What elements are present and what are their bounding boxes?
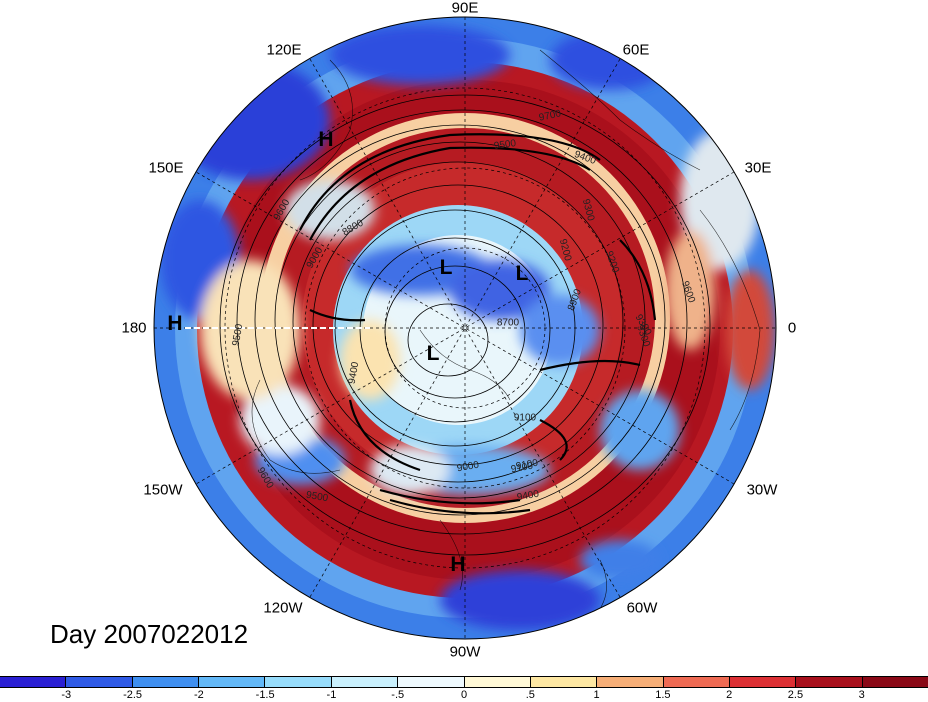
- lon-label-120w: 120W: [263, 599, 303, 617]
- colorbar-swatch: [729, 677, 797, 687]
- lon-label-150e: 150E: [148, 159, 184, 177]
- day-label: Day 2007022012: [50, 619, 249, 649]
- lon-label-60w: 60W: [626, 599, 658, 617]
- contour-label: 8700: [496, 317, 520, 329]
- anomaly-field: [154, 17, 776, 639]
- low-pressure-marker: L: [439, 256, 453, 279]
- jet-contours: [299, 133, 657, 515]
- colorbar-tick-label: -3: [61, 689, 72, 701]
- contour-label: 9100: [513, 412, 537, 424]
- high-pressure-marker: H: [318, 128, 334, 151]
- colorbar-tick-label: 1.5: [655, 689, 671, 701]
- lon-label-150w: 150W: [143, 481, 183, 499]
- colorbar-swatch: [0, 677, 67, 687]
- colorbar-tick-label: -2.5: [123, 689, 143, 701]
- colorbar-swatch: [530, 677, 598, 687]
- colorbar-tick-label: 3: [858, 689, 865, 701]
- coastlines: [251, 49, 761, 631]
- colorbar-tick-label: 1: [593, 689, 600, 701]
- lon-label-90e: 90E: [451, 0, 479, 17]
- colorbar-swatch: [597, 677, 664, 687]
- colorbar: [0, 676, 928, 688]
- high-pressure-marker: H: [450, 553, 466, 576]
- map-border: [153, 16, 777, 640]
- colorbar-swatch: [331, 677, 399, 687]
- colorbar-tick-label: 0: [460, 689, 468, 701]
- lon-label-60e: 60E: [622, 41, 650, 59]
- colorbar-swatch: [132, 677, 200, 687]
- low-pressure-marker: L: [515, 262, 529, 285]
- lon-label-30e: 30E: [744, 159, 772, 177]
- colorbar-swatch: [66, 677, 133, 687]
- low-pressure-marker: L: [426, 342, 440, 365]
- colorbar-swatch: [199, 677, 266, 687]
- colorbar-tick-label: -1: [326, 689, 337, 701]
- lon-label-120e: 120E: [266, 41, 302, 59]
- colorbar-swatch: [663, 677, 730, 687]
- lon-label-180: 180: [121, 319, 147, 337]
- colorbar-tick-label: 2.5: [787, 689, 804, 701]
- colorbar-tick-label: -.5: [391, 689, 405, 701]
- colorbar-swatch: [464, 677, 531, 687]
- colorbar-swatch: [265, 677, 332, 687]
- colorbar-tick-label: .5: [525, 689, 535, 701]
- colorbar-tick-label: -1.5: [255, 689, 275, 701]
- colorbar-swatch: [796, 677, 863, 687]
- colorbar-swatch: [862, 677, 928, 687]
- colorbar-tick-label: 2: [726, 689, 733, 701]
- lon-label-0: 0: [787, 319, 797, 337]
- colorbar-tick-label: -2: [193, 689, 204, 701]
- colorbar-swatch: [398, 677, 465, 687]
- high-pressure-marker: H: [167, 312, 183, 335]
- lon-label-30w: 30W: [746, 481, 778, 499]
- lon-label-90w: 90W: [449, 643, 481, 661]
